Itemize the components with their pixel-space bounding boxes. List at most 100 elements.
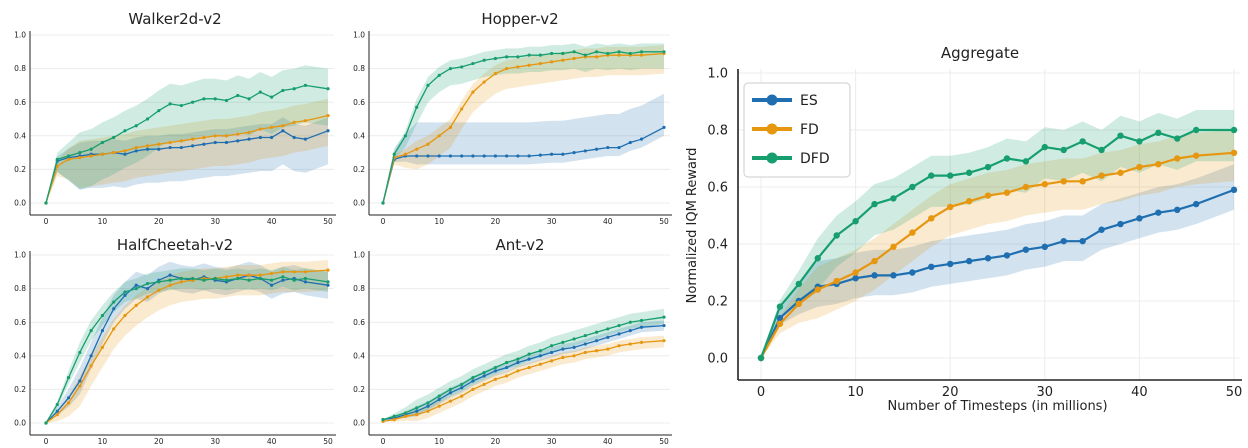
data-point-es	[66, 396, 71, 400]
data-point-fd	[236, 273, 240, 277]
y-tick-label: 0.4	[14, 351, 26, 360]
data-point-fd	[415, 413, 419, 417]
data-point-dfd	[66, 376, 71, 380]
data-point-fd	[1174, 155, 1181, 162]
data-point-es	[947, 260, 954, 268]
chart-title: Aggregate	[941, 44, 1019, 62]
data-point-fd	[303, 119, 308, 123]
chart-panel-halfcheetah-v2: 0.0 0.2 0.4 0.6 0.8 1.0 0 10 20 30 40 50 HalfCheetah…	[14, 236, 336, 446]
chart-panel-walker2d-v2: 0.0 0.2 0.4 0.6 0.8 1.0 0 10 20 30 40 50 Walker2d-v2	[14, 10, 336, 226]
y-tick-label: 0.0	[707, 352, 728, 367]
data-point-dfd	[415, 406, 419, 410]
data-point-dfd	[947, 172, 954, 179]
data-point-dfd	[145, 117, 150, 121]
data-point-fd	[1079, 178, 1086, 185]
data-point-es	[415, 154, 419, 158]
data-point-dfd	[1041, 143, 1049, 151]
data-point-dfd	[224, 98, 229, 103]
x-tick-label: 50	[659, 437, 669, 444]
y-tick-label: 1.0	[14, 251, 26, 260]
data-point-dfd	[44, 201, 48, 205]
data-point-dfd	[437, 394, 441, 398]
data-point-dfd	[100, 313, 104, 318]
data-point-fd	[145, 144, 150, 148]
data-point-fd	[516, 65, 520, 69]
data-point-es	[561, 347, 565, 351]
data-point-es	[326, 283, 330, 287]
data-point-es	[550, 152, 554, 156]
data-point-fd	[482, 80, 486, 84]
x-tick-label: 30	[547, 217, 557, 226]
data-point-es	[594, 339, 599, 343]
data-point-dfd	[392, 152, 396, 156]
data-point-es	[776, 314, 784, 322]
data-point-fd	[639, 53, 644, 57]
data-point-es	[583, 149, 587, 153]
data-point-es	[1079, 237, 1086, 245]
data-point-dfd	[909, 183, 916, 191]
data-point-fd	[583, 350, 587, 355]
x-tick-label: 0	[381, 437, 386, 444]
data-point-fd	[662, 339, 666, 343]
series-band-fd	[383, 45, 664, 203]
data-point-es	[606, 145, 610, 150]
data-point-dfd	[1022, 158, 1030, 165]
data-point-es	[550, 350, 554, 355]
data-point-fd	[123, 149, 127, 153]
data-point-es	[482, 154, 486, 158]
data-point-es	[1060, 237, 1067, 245]
data-point-dfd	[527, 352, 531, 356]
data-point-fd	[281, 270, 285, 274]
data-point-fd	[247, 130, 251, 135]
data-point-dfd	[381, 418, 385, 422]
data-point-dfd	[66, 154, 71, 158]
y-tick-label: 0.8	[353, 64, 365, 73]
data-point-dfd	[928, 172, 935, 179]
data-point-dfd	[795, 280, 803, 288]
data-point-fd	[505, 67, 509, 71]
data-point-es	[415, 409, 419, 413]
data-point-fd	[527, 365, 531, 370]
data-point-dfd	[561, 51, 565, 56]
data-point-es	[909, 269, 916, 276]
data-point-dfd	[617, 323, 621, 328]
data-point-es	[448, 154, 453, 158]
data-point-fd	[594, 349, 599, 353]
data-point-es	[134, 149, 138, 153]
chart-panel-aggregate: 0.0 0.2 0.4 0.6 0.8 1.0 0 10 20 30 40 50 Aggregate Nu…	[685, 44, 1242, 414]
data-point-dfd	[224, 278, 229, 282]
y-tick-label: 0.6	[707, 181, 728, 196]
data-point-es	[100, 329, 104, 333]
data-point-fd	[617, 53, 621, 57]
data-point-es	[538, 354, 542, 358]
y-tick-label: 0.8	[14, 284, 26, 293]
data-point-fd	[493, 377, 497, 381]
data-point-es	[628, 329, 632, 333]
legend-marker-dfd	[766, 152, 778, 164]
data-point-dfd	[202, 97, 206, 101]
data-point-es	[628, 140, 632, 145]
x-tick-label: 20	[491, 217, 501, 226]
data-point-dfd	[78, 350, 82, 355]
data-point-dfd	[448, 387, 453, 391]
y-tick-label: 0.8	[353, 284, 365, 293]
data-point-fd	[538, 61, 542, 66]
data-point-fd	[112, 151, 116, 155]
data-point-es	[871, 272, 878, 279]
chart-title: Ant-v2	[495, 236, 544, 254]
data-point-es	[460, 154, 464, 158]
data-point-fd	[550, 359, 554, 363]
data-point-es	[448, 391, 453, 395]
data-point-es	[213, 140, 217, 145]
data-point-es	[426, 404, 430, 408]
data-point-dfd	[236, 93, 240, 98]
data-point-dfd	[482, 371, 486, 375]
data-point-es	[1117, 220, 1124, 228]
data-point-fd	[1098, 172, 1105, 179]
data-point-fd	[493, 72, 497, 76]
data-point-fd	[814, 286, 821, 293]
series-band-dfd	[383, 43, 664, 204]
data-point-es	[270, 283, 274, 287]
y-tick-label: 0.0	[353, 419, 365, 428]
